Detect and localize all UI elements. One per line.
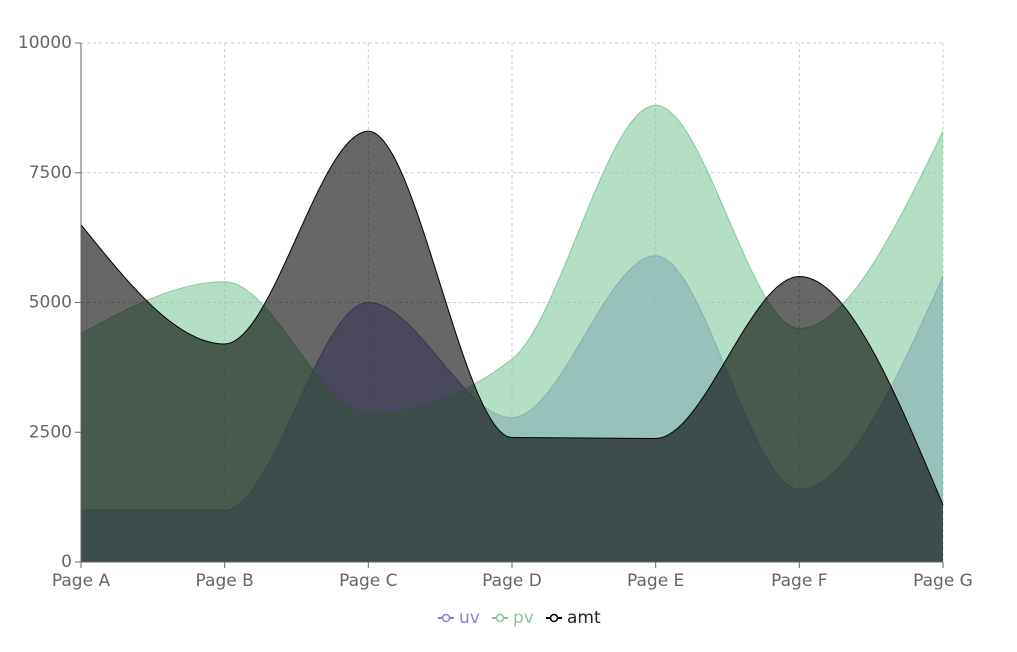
x-tick-label: Page C: [339, 571, 397, 591]
legend-dot-icon: [549, 613, 559, 623]
y-tick-label: 10000: [18, 33, 72, 53]
y-tick-label: 2500: [29, 422, 72, 442]
x-tick-label: Page G: [913, 571, 973, 591]
series-amt: [80, 130, 944, 562]
y-tick-label: 5000: [29, 293, 72, 313]
x-tick-label: Page D: [482, 571, 542, 591]
area-amt: [81, 131, 943, 562]
legend-label: amt: [567, 608, 601, 628]
legend-label: uv: [459, 608, 480, 628]
legend-item-pv[interactable]: pv: [492, 608, 534, 628]
legend-dot-icon: [495, 613, 505, 623]
y-tick-label: 0: [61, 552, 72, 572]
x-tick-label: Page A: [52, 571, 111, 591]
legend-dot-icon: [441, 613, 451, 623]
axes: 0 2500 5000 7500 10000 Page A Page B Page C Page…: [18, 33, 973, 591]
x-tick-label: Page B: [196, 571, 254, 591]
x-tick-label: Page E: [627, 571, 684, 591]
series-areas: [80, 104, 944, 562]
legend: uv pv amt: [438, 608, 601, 628]
x-tick-label: Page F: [771, 571, 827, 591]
legend-item-amt[interactable]: amt: [546, 608, 601, 628]
y-tick-label: 7500: [29, 163, 72, 183]
legend-item-uv[interactable]: uv: [438, 608, 480, 628]
legend-label: pv: [513, 608, 534, 628]
line-amt: [80, 130, 944, 506]
